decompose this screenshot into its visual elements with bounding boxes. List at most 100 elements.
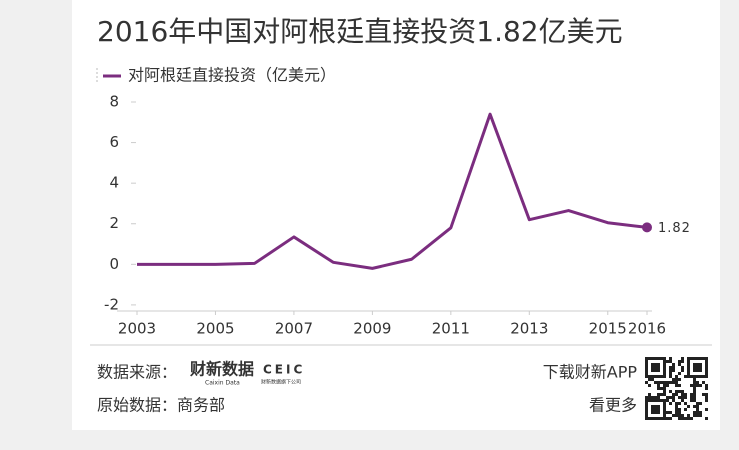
qr-cell (651, 396, 654, 399)
source-logo: 财新数据 (189, 360, 254, 379)
partner-logo-sub: 财新数据旗下公司 (261, 379, 301, 386)
qr-cell (684, 417, 687, 420)
qr-cell (669, 411, 672, 414)
qr-cell (702, 381, 705, 384)
qr-cell (678, 390, 681, 393)
qr-cell (654, 399, 657, 402)
x-tick-label: 2003 (118, 320, 156, 338)
qr-cell (699, 366, 702, 369)
qr-cell (651, 357, 654, 360)
y-tick-label: 8 (109, 93, 119, 111)
qr-cell (678, 414, 681, 417)
qr-cell (693, 411, 696, 414)
qr-cell (654, 408, 657, 411)
qr-cell (645, 411, 648, 414)
qr-cell (675, 384, 678, 387)
qr-cell (657, 405, 660, 408)
qr-cell (657, 363, 660, 366)
qr-cell (693, 378, 696, 381)
qr-cell (675, 390, 678, 393)
qr-cell (660, 393, 663, 396)
qr-cell (660, 357, 663, 360)
qr-cell (675, 411, 678, 414)
qr-cell (678, 384, 681, 387)
source-logo-sub: Caixin Data (205, 380, 240, 387)
qr-cell (657, 366, 660, 369)
qr-cell (654, 396, 657, 399)
app-download[interactable]: 下载财新APP (543, 363, 638, 382)
qr-cell (681, 360, 684, 363)
qr-cell (696, 381, 699, 384)
qr-cell (645, 372, 648, 375)
qr-cell (693, 399, 696, 402)
qr-cell (669, 381, 672, 384)
qr-cell (687, 363, 690, 366)
qr-cell (678, 417, 681, 420)
qr-cell (645, 396, 648, 399)
qr-cell (663, 384, 666, 387)
qr-cell (693, 375, 696, 378)
qr-cell (690, 384, 693, 387)
qr-cell (660, 375, 663, 378)
qr-cell (666, 399, 669, 402)
qr-cell (663, 408, 666, 411)
qr-cell (672, 393, 675, 396)
qr-cell (675, 381, 678, 384)
qr-cell (663, 399, 666, 402)
qr-code[interactable] (645, 357, 708, 420)
qr-cell (663, 387, 666, 390)
qr-cell (651, 405, 654, 408)
x-tick-label: 2009 (353, 320, 391, 338)
qr-cell (696, 363, 699, 366)
qr-cell (693, 384, 696, 387)
partner-logo: CEIC (263, 363, 305, 377)
qr-cell (657, 375, 660, 378)
qr-cell (663, 369, 666, 372)
qr-cell (663, 363, 666, 366)
qr-cell (696, 366, 699, 369)
qr-cell (645, 369, 648, 372)
qr-cell (705, 408, 708, 411)
qr-cell (696, 414, 699, 417)
legend-label: 对阿根廷直接投资（亿美元） (128, 66, 336, 85)
qr-cell (660, 381, 663, 384)
qr-cell (669, 396, 672, 399)
qr-cell (699, 411, 702, 414)
qr-cell (678, 360, 681, 363)
qr-cell (684, 396, 687, 399)
qr-cell (669, 402, 672, 405)
qr-cell (693, 366, 696, 369)
qr-cell (654, 417, 657, 420)
qr-cell (699, 369, 702, 372)
qr-cell (687, 357, 690, 360)
qr-cell (645, 408, 648, 411)
qr-cell (684, 402, 687, 405)
qr-cell (657, 399, 660, 402)
qr-cell (687, 417, 690, 420)
qr-cell (654, 411, 657, 414)
qr-cell (672, 399, 675, 402)
qr-cell (645, 405, 648, 408)
qr-cell (675, 402, 678, 405)
qr-cell (678, 411, 681, 414)
qr-cell (702, 393, 705, 396)
qr-cell (651, 366, 654, 369)
qr-cell (681, 417, 684, 420)
see-more[interactable]: 看更多 (589, 396, 637, 415)
qr-cell (651, 417, 654, 420)
qr-cell (693, 363, 696, 366)
qr-cell (666, 384, 669, 387)
qr-cell (660, 417, 663, 420)
qr-cell (678, 363, 681, 366)
x-tick-label: 2013 (510, 320, 548, 338)
qr-cell (654, 366, 657, 369)
source-label: 数据来源： (97, 363, 177, 382)
qr-cell (657, 411, 660, 414)
qr-cell (690, 393, 693, 396)
qr-cell (675, 405, 678, 408)
qr-cell (681, 366, 684, 369)
qr-cell (693, 387, 696, 390)
qr-cell (696, 357, 699, 360)
qr-cell (663, 372, 666, 375)
